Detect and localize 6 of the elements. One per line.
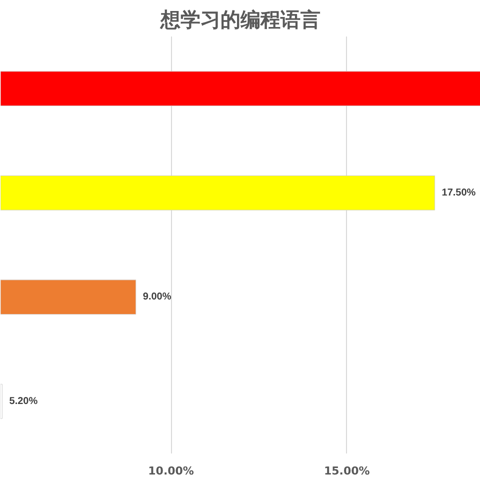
- data-label: 5.20%: [9, 396, 38, 407]
- data-label: 9.00%: [142, 292, 172, 303]
- data-label: 17.50%: [442, 187, 476, 198]
- x-tick-label: 15.00%: [324, 464, 370, 478]
- chart-title: 想学习的编程语言: [160, 8, 320, 32]
- x-tick-label: 10.00%: [148, 464, 194, 478]
